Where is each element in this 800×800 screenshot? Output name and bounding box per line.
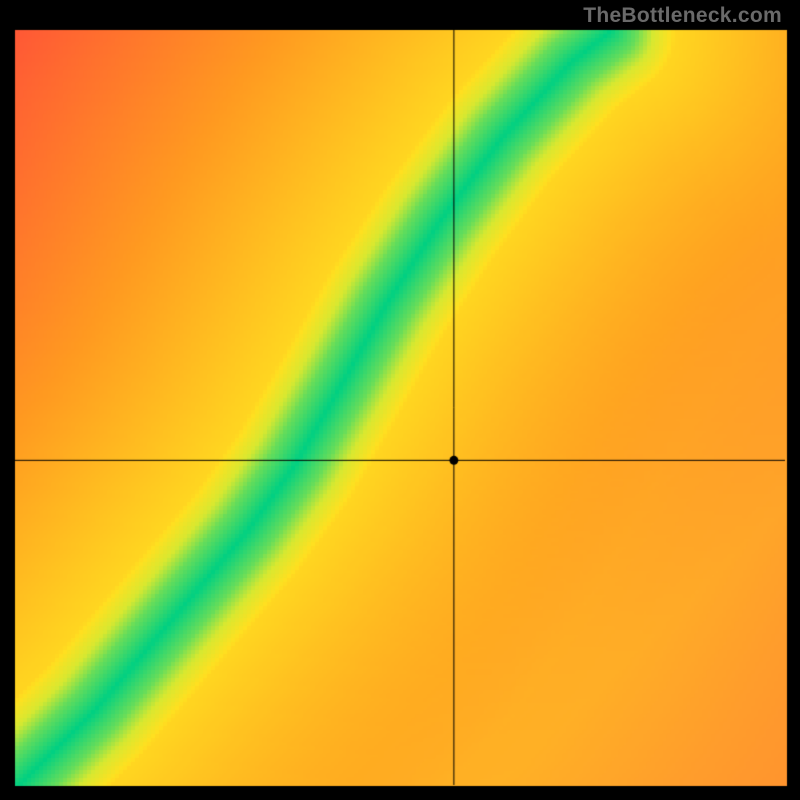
watermark-text: TheBottleneck.com <box>583 4 782 28</box>
chart-container: TheBottleneck.com <box>0 0 800 800</box>
bottleneck-heatmap <box>0 0 800 800</box>
